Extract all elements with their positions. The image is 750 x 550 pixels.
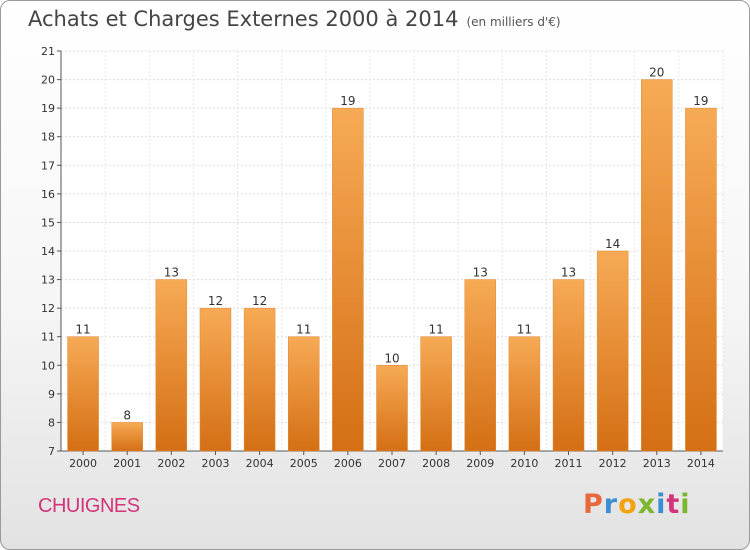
value-label-2013: 20 <box>649 66 664 80</box>
labels: 7 8 9 10 11 12 13 14 15 16 17 18 19 20 21 11 2000 8 2001 13… <box>41 45 715 470</box>
y-tick-label: 15 <box>41 216 55 229</box>
bar-2012 <box>596 250 629 452</box>
y-tick-label: 7 <box>48 445 55 458</box>
bar-2002 <box>155 279 188 452</box>
value-label-2014: 19 <box>693 94 708 108</box>
logo-letter: i <box>680 489 691 520</box>
value-label-2012: 14 <box>605 237 620 251</box>
x-tick-label-2004: 2004 <box>246 457 274 470</box>
bar-2008 <box>420 336 452 452</box>
x-tick-label-2007: 2007 <box>378 457 406 470</box>
value-label-2001: 8 <box>123 408 131 422</box>
bar-2003 <box>199 307 232 452</box>
chart-subtitle: (en milliers d'€) <box>466 15 561 29</box>
y-tick-label: 17 <box>41 159 55 172</box>
x-tick-label-2012: 2012 <box>599 457 627 470</box>
value-label-2008: 11 <box>428 323 443 337</box>
logo-letter: o <box>618 489 638 520</box>
y-tick-label: 9 <box>48 388 55 401</box>
logo-letter: r <box>603 489 619 520</box>
value-label-2007: 10 <box>384 351 399 365</box>
x-tick-label-2011: 2011 <box>555 457 583 470</box>
bar-2006 <box>332 107 364 452</box>
chart-title: Achats et Charges Externes 2000 à 2014 (e… <box>28 7 561 31</box>
logo-letter: t <box>666 489 681 520</box>
x-tick-label-2010: 2010 <box>510 457 538 470</box>
x-tick-label-2002: 2002 <box>157 457 185 470</box>
logo-letter: P <box>583 489 604 520</box>
x-tick-label-2008: 2008 <box>422 457 450 470</box>
x-tick-label-2000: 2000 <box>69 457 97 470</box>
value-label-2011: 13 <box>561 266 576 280</box>
y-tick-label: 21 <box>41 45 55 58</box>
logo-letter: x <box>637 489 657 520</box>
value-label-2000: 11 <box>75 323 90 337</box>
y-tick-label: 8 <box>48 416 55 429</box>
y-tick-label: 10 <box>41 359 55 372</box>
y-tick-label: 14 <box>41 245 55 258</box>
bar-2013 <box>641 79 673 452</box>
bars <box>67 79 717 452</box>
value-label-2009: 13 <box>473 266 488 280</box>
value-label-2005: 11 <box>296 323 311 337</box>
value-label-2004: 12 <box>252 294 267 308</box>
x-tick-label-2006: 2006 <box>334 457 362 470</box>
logo-letter: i <box>656 489 667 520</box>
bar-2004 <box>243 307 276 452</box>
y-tick-label: 18 <box>41 131 55 144</box>
bar-2011 <box>552 279 585 452</box>
value-label-2003: 12 <box>208 294 223 308</box>
y-tick-label: 19 <box>41 102 55 115</box>
bar-2005 <box>287 336 320 452</box>
value-label-2006: 19 <box>340 94 355 108</box>
bar-2000 <box>67 336 99 452</box>
y-tick-label: 16 <box>41 188 55 201</box>
x-tick-label-2003: 2003 <box>201 457 229 470</box>
value-label-2010: 11 <box>517 323 532 337</box>
y-tick-label: 20 <box>41 74 55 87</box>
bar-2010 <box>508 336 541 452</box>
y-tick-label: 12 <box>41 302 55 315</box>
bar-2014 <box>685 107 717 452</box>
commune-name: CHUIGNES <box>38 495 140 517</box>
bar-2001 <box>111 422 143 452</box>
x-tick-label-2009: 2009 <box>466 457 494 470</box>
x-tick-label-2013: 2013 <box>643 457 671 470</box>
chart-title-text: Achats et Charges Externes 2000 à 2014 <box>28 7 459 31</box>
x-tick-label-2001: 2001 <box>113 457 141 470</box>
proxiti-logo: Proxiti <box>583 489 691 520</box>
value-label-2002: 13 <box>164 266 179 280</box>
y-tick-label: 11 <box>41 331 55 344</box>
x-tick-label-2014: 2014 <box>687 457 715 470</box>
bar-2007 <box>376 365 408 452</box>
y-tick-label: 13 <box>41 274 55 287</box>
x-tick-label-2005: 2005 <box>290 457 318 470</box>
bar-2009 <box>464 279 497 452</box>
